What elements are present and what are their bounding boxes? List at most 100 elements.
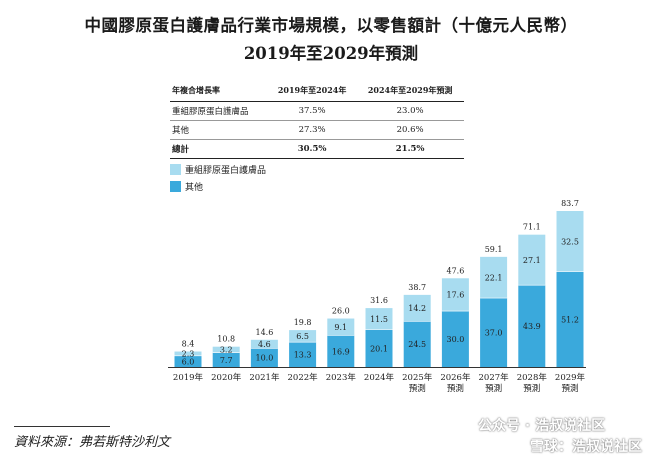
x-tick-label-forecast: 預測 <box>447 383 464 394</box>
x-tick-label-forecast: 預測 <box>485 383 502 394</box>
data-label-other: 6.0 <box>182 357 195 366</box>
cagr-header-period1: 2019年至2024年 <box>267 82 357 102</box>
data-label-other: 30.0 <box>446 335 464 344</box>
data-label-recombinant: 3.2 <box>220 346 233 355</box>
bar-recombinant <box>441 278 469 312</box>
bar-other <box>174 355 202 367</box>
cagr-row-label: 重組膠原蛋白護膚品 <box>170 101 268 121</box>
bar-other <box>289 342 317 367</box>
data-label-other: 51.2 <box>561 315 579 324</box>
legend-item-recombinant: 重組膠原蛋白護膚品 <box>170 163 266 176</box>
cagr-header-label: 年複合增長率 <box>170 82 268 102</box>
x-tick-label: 2022年 <box>288 372 319 383</box>
data-label-other: 7.7 <box>220 356 233 365</box>
data-label-total: 83.7 <box>561 199 579 208</box>
data-label-total: 19.8 <box>294 318 312 327</box>
data-label-total: 59.1 <box>485 245 503 254</box>
bar-recombinant <box>480 256 508 299</box>
data-label-recombinant: 22.1 <box>485 273 503 282</box>
data-label-recombinant: 32.5 <box>561 237 579 246</box>
x-tick-label-forecast: 預測 <box>561 383 578 394</box>
x-tick-label-forecast: 預測 <box>409 383 426 394</box>
bar-other <box>327 335 355 367</box>
cagr-total-label: 總計 <box>170 139 268 159</box>
data-label-recombinant: 2.3 <box>182 350 195 359</box>
bar-other <box>441 311 469 367</box>
bar-other <box>250 348 278 367</box>
bar-recombinant <box>403 294 431 322</box>
cagr-row-value: 20.6% <box>356 120 464 140</box>
cagr-total-value: 30.5% <box>267 139 357 159</box>
data-label-recombinant: 9.1 <box>334 323 347 332</box>
x-tick-label-forecast: 預測 <box>523 383 540 394</box>
data-label-other: 13.3 <box>294 351 312 360</box>
legend-label-other: 其他 <box>185 183 204 193</box>
table-row: 重組膠原蛋白護膚品 37.5% 23.0% <box>170 101 464 121</box>
data-label-recombinant: 17.6 <box>446 291 464 300</box>
cagr-row-value: 23.0% <box>356 101 464 121</box>
data-label-recombinant: 11.5 <box>370 315 388 324</box>
cagr-row-value: 37.5% <box>267 101 357 121</box>
bar-other <box>518 285 546 367</box>
bar-other <box>212 352 240 367</box>
x-tick-label: 2024年 <box>364 372 395 383</box>
bar-recombinant <box>289 330 317 343</box>
cagr-header-row: 年複合增長率 2019年至2024年 2024年至2029年預測 <box>170 82 464 102</box>
bar-other <box>556 271 584 367</box>
bar-recombinant <box>556 211 584 272</box>
data-label-recombinant: 27.1 <box>523 256 541 265</box>
x-tick-label: 2026年 <box>440 372 471 383</box>
data-label-total: 31.6 <box>370 296 388 305</box>
cagr-row-label: 其他 <box>170 120 268 140</box>
bar-recombinant <box>327 318 355 336</box>
cagr-header-period2: 2024年至2029年預測 <box>356 82 464 102</box>
data-label-total: 8.4 <box>182 340 195 349</box>
bar-other <box>403 321 431 367</box>
data-label-other: 43.9 <box>523 322 541 331</box>
legend-swatch-other <box>170 181 181 192</box>
x-tick-label: 2028年 <box>517 372 548 383</box>
bar-recombinant <box>174 351 202 356</box>
cagr-table: 年複合增長率 2019年至2024年 2024年至2029年預測 重組膠原蛋白護… <box>170 82 464 159</box>
data-label-other: 20.1 <box>370 344 388 353</box>
data-label-other: 16.9 <box>332 347 350 356</box>
source-note: 資料來源：弗若斯特沙利文 <box>14 435 171 450</box>
x-tick-label: 2020年 <box>211 372 242 383</box>
data-label-total: 71.1 <box>523 223 541 232</box>
data-label-other: 37.0 <box>485 329 503 338</box>
bar-recombinant <box>212 346 240 353</box>
cagr-row-value: 27.3% <box>267 120 357 140</box>
data-label-total: 14.6 <box>255 328 273 337</box>
data-label-recombinant: 6.5 <box>296 332 309 341</box>
cagr-total-value: 21.5% <box>356 139 464 159</box>
data-label-total: 38.7 <box>408 283 426 292</box>
data-label-total: 47.6 <box>446 266 464 275</box>
legend-label-recombinant: 重組膠原蛋白護膚品 <box>185 166 267 176</box>
table-row-total: 總計 30.5% 21.5% <box>170 139 464 159</box>
chart-subtitle: 2019年至2029年預測 <box>243 44 419 63</box>
data-label-other: 24.5 <box>408 340 426 349</box>
legend-item-other: 其他 <box>170 180 203 193</box>
x-tick-label: 2025年 <box>402 372 433 383</box>
bar-recombinant <box>365 308 393 330</box>
x-tick-label: 2023年 <box>326 372 357 383</box>
x-tick-label: 2021年 <box>249 372 280 383</box>
legend-swatch-recombinant <box>170 164 181 175</box>
data-label-recombinant: 4.6 <box>258 340 271 349</box>
x-tick-label: 2019年 <box>173 372 204 383</box>
chart-title: 中國膠原蛋白護膚品行業市場規模，以零售額計（十億元人民幣） <box>84 16 578 35</box>
source-divider <box>14 426 110 427</box>
x-tick-label: 2029年 <box>555 372 586 383</box>
watermark-text-secondary: 雪球：浩叔说社区 <box>530 439 642 455</box>
watermark-text: 公众号 · 浩叔说社区 <box>478 418 606 434</box>
table-row: 其他 27.3% 20.6% <box>170 120 464 140</box>
data-label-total: 10.8 <box>217 335 235 344</box>
bar-other <box>480 298 508 367</box>
bar-other <box>365 329 393 367</box>
x-tick-label: 2027年 <box>479 372 510 383</box>
bar-recombinant <box>250 339 278 349</box>
data-label-recombinant: 14.2 <box>408 304 426 313</box>
data-label-other: 10.0 <box>255 354 273 363</box>
bar-recombinant <box>518 234 546 286</box>
